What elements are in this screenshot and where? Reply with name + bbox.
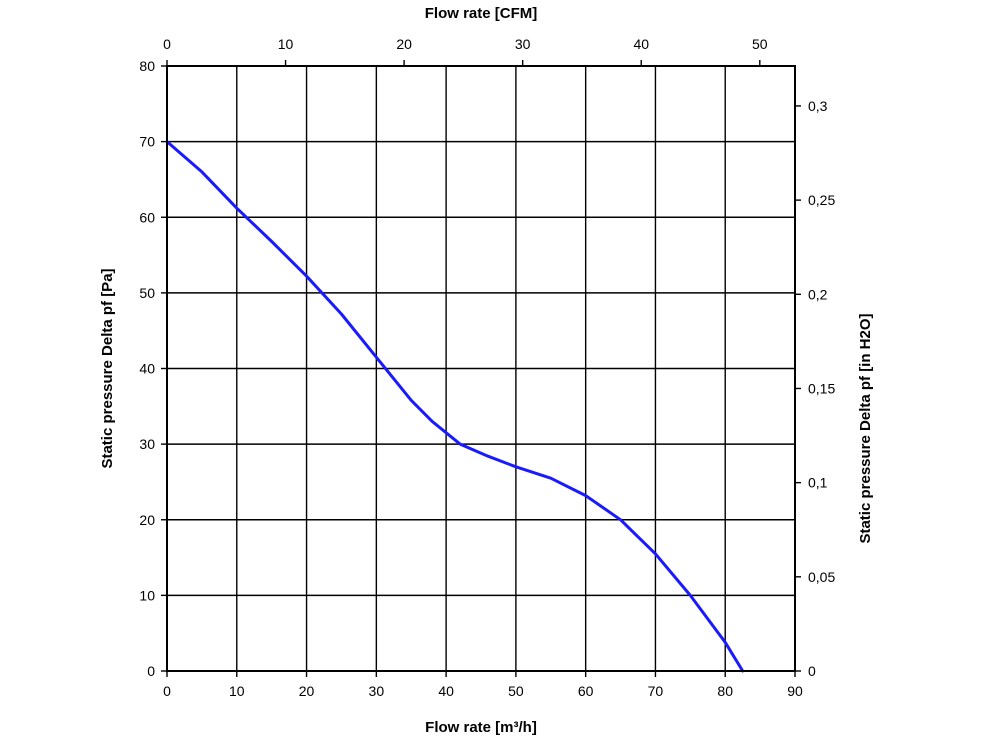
y2-tick-label: 0,15 [808, 380, 835, 396]
pressure-curve-line [165, 140, 745, 673]
x2-tick-label: 20 [396, 36, 412, 52]
y-tick-label: 30 [139, 436, 155, 452]
x-tick-label: 90 [787, 683, 803, 699]
y2-tick-label: 0,1 [808, 475, 828, 491]
y-tick-label: 50 [139, 285, 155, 301]
y2-tick-label: 0,2 [808, 286, 828, 302]
x-tick-label: 70 [648, 683, 664, 699]
x-tick-label: 20 [299, 683, 315, 699]
y-tick-label: 60 [139, 209, 155, 225]
y2-axis-title: Static pressure Delta pf [in H2O] [857, 313, 874, 543]
plot-frame [166, 65, 796, 672]
y-tick-label: 0 [147, 663, 155, 679]
tick-layer: 0 10 20 30 40 50 60 70 80 90 0 10 20 30 40 50 60 70 80 0 10 2… [139, 36, 835, 699]
x-tick-label: 80 [717, 683, 733, 699]
y-tick-label: 10 [139, 587, 155, 603]
x-axis-title: Flow rate [m³/h] [425, 719, 537, 736]
y2-tick-label: 0,3 [808, 98, 828, 114]
x2-tick-label: 40 [633, 36, 649, 52]
series-layer [165, 140, 745, 673]
x-tick-label: 40 [438, 683, 454, 699]
y2-tick-label: 0,25 [808, 192, 835, 208]
x2-axis-title: Flow rate [CFM] [425, 5, 538, 22]
x-tick-label: 30 [369, 683, 385, 699]
y2-tick-label: 0,05 [808, 569, 835, 585]
grid-layer [167, 66, 795, 671]
y-tick-label: 80 [139, 58, 155, 74]
y-tick-label: 20 [139, 512, 155, 528]
y2-tick-label: 0 [808, 663, 816, 679]
y-axis-title: Static pressure Delta pf [Pa] [99, 268, 116, 468]
x-tick-label: 0 [163, 683, 171, 699]
x-tick-label: 10 [229, 683, 245, 699]
y-tick-label: 70 [139, 134, 155, 150]
x2-tick-label: 30 [515, 36, 531, 52]
x2-tick-label: 50 [752, 36, 768, 52]
x2-tick-label: 0 [163, 36, 171, 52]
y-tick-label: 40 [139, 361, 155, 377]
x-tick-label: 60 [578, 683, 594, 699]
x-tick-label: 50 [508, 683, 524, 699]
x2-tick-label: 10 [278, 36, 294, 52]
